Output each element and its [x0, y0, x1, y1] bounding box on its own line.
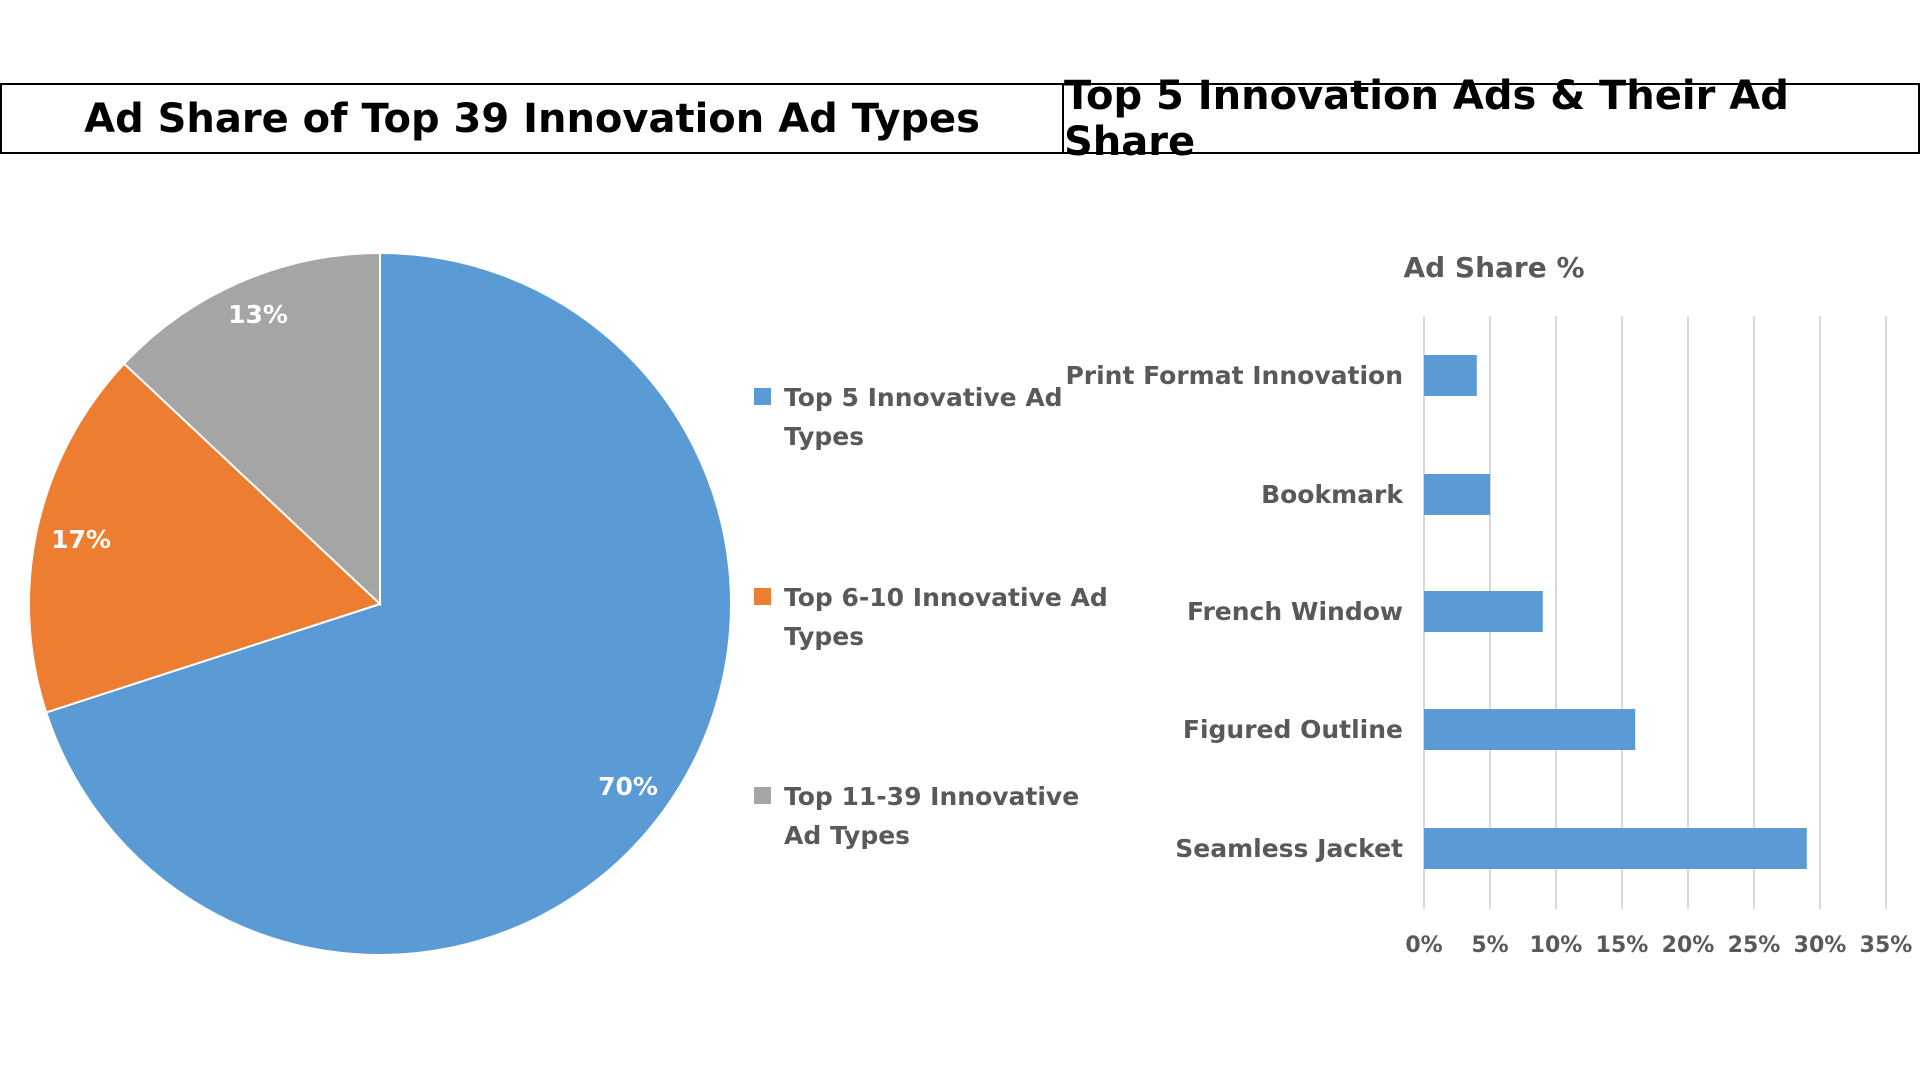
bar-seamless-jacket	[1424, 828, 1807, 869]
legend-swatch	[754, 388, 771, 405]
bar-bookmark	[1424, 474, 1490, 515]
pie-data-label: 70%	[598, 772, 658, 801]
x-tick-label: 0%	[1405, 933, 1442, 958]
x-tick-label: 35%	[1860, 933, 1913, 958]
x-tick-label: 15%	[1596, 933, 1649, 958]
pie-data-label: 17%	[51, 525, 111, 554]
pie-section-header: Ad Share of Top 39 Innovation Ad Types	[0, 83, 1064, 154]
x-tick-label: 20%	[1662, 933, 1715, 958]
category-label: French Window	[1187, 597, 1403, 626]
category-label: Bookmark	[1261, 480, 1404, 509]
legend-label: Ad Types	[784, 821, 910, 850]
legend-swatch	[754, 588, 771, 605]
category-label: Figured Outline	[1183, 715, 1403, 744]
pie-slice-3	[122, 251, 381, 607]
category-label: Seamless Jacket	[1175, 834, 1403, 863]
pie-slice-1	[44, 251, 732, 956]
bar-french-window	[1424, 591, 1543, 632]
pie-slice-2	[28, 362, 382, 714]
x-tick-label: 25%	[1728, 933, 1781, 958]
legend-label: Top 5 Innovative Ad	[784, 383, 1063, 412]
x-tick-label: 30%	[1794, 933, 1847, 958]
pie-data-label: 13%	[228, 300, 288, 329]
bar-print-format-innovation	[1424, 355, 1477, 396]
legend-label: Top 6-10 Innovative Ad	[784, 583, 1108, 612]
legend-label: Types	[784, 422, 864, 451]
legend-label: Types	[784, 622, 864, 651]
x-tick-label: 10%	[1530, 933, 1583, 958]
bar-figured-outline	[1424, 709, 1636, 750]
bar-chart-title: Ad Share %	[1403, 251, 1584, 284]
legend-swatch	[754, 787, 771, 804]
x-tick-label: 5%	[1471, 933, 1508, 958]
category-label: Print Format Innovation	[1065, 361, 1403, 390]
legend-label: Top 11-39 Innovative	[784, 782, 1079, 811]
